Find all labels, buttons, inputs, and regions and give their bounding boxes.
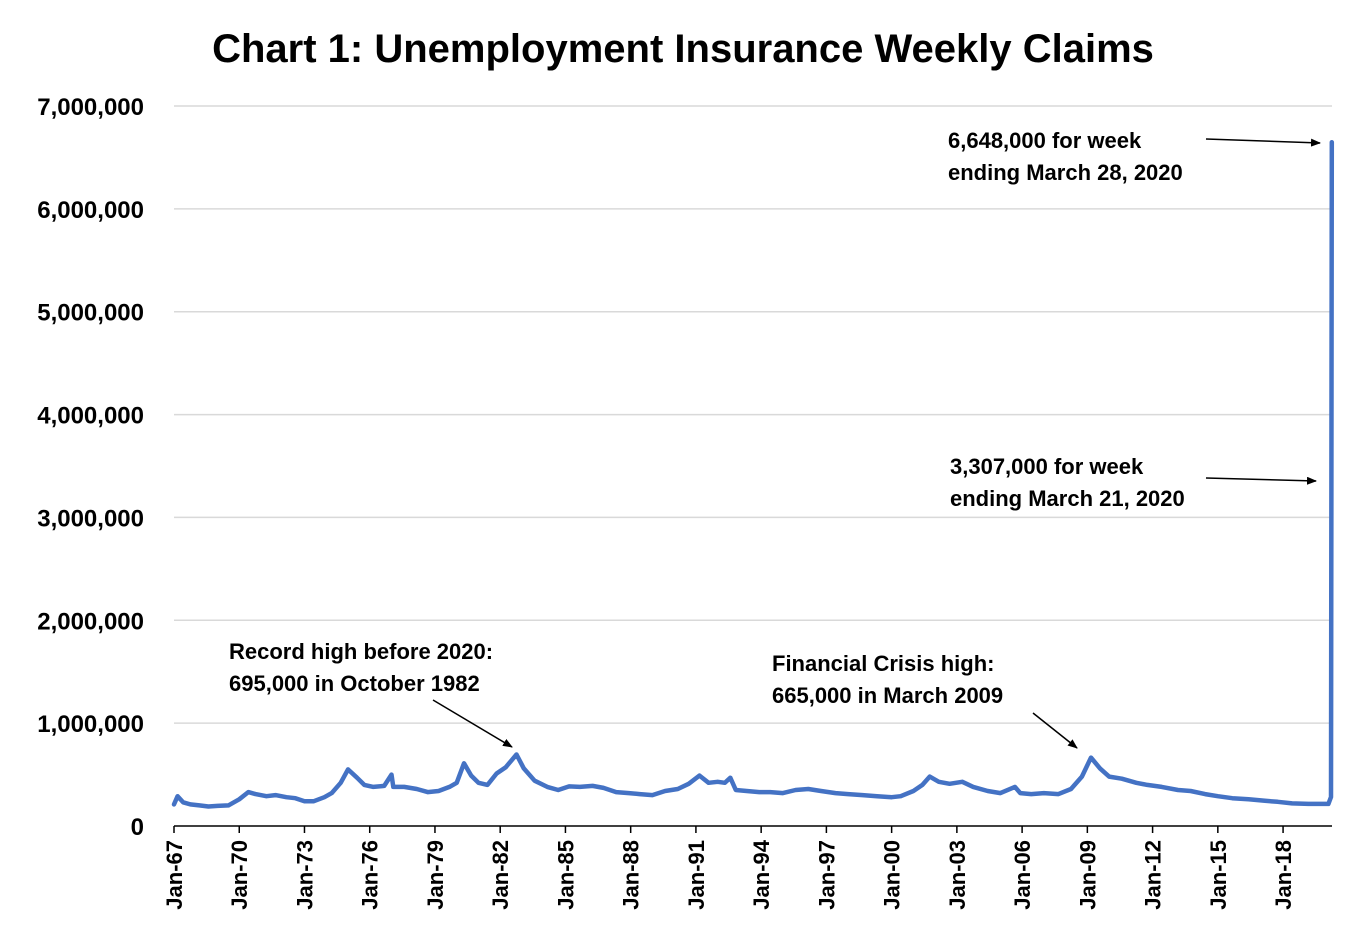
- y-tick-label: 0: [131, 814, 144, 841]
- annotation-text: ending March 21, 2020: [950, 486, 1185, 511]
- y-tick-label: 3,000,000: [37, 505, 144, 532]
- annotation-text: 6,648,000 for week: [948, 128, 1142, 153]
- annotation-text: 695,000 in October 1982: [229, 671, 480, 696]
- x-tick-label: Jan-03: [945, 840, 970, 910]
- annotation-text: Record high before 2020:: [229, 639, 493, 664]
- annotation: Record high before 2020: 695,000 in Octob…: [229, 639, 513, 748]
- x-tick-label: Jan-73: [292, 840, 317, 910]
- annotation-text: 3,307,000 for week: [950, 454, 1144, 479]
- annotation-arrow: [1032, 712, 1078, 749]
- annotation: 6,648,000 for week ending March 28, 2020: [948, 128, 1321, 185]
- y-tick-label: 1,000,000: [37, 711, 144, 738]
- x-tick-label: Jan-67: [162, 840, 187, 910]
- y-tick-label: 5,000,000: [37, 300, 144, 327]
- series-layer: [171, 139, 1335, 809]
- annotation-text: ending March 28, 2020: [948, 160, 1183, 185]
- chart-title: Chart 1: Unemployment Insurance Weekly C…: [212, 27, 1154, 71]
- x-tick-label: Jan-85: [553, 840, 578, 910]
- series-line-weekly-claims: [171, 139, 1335, 809]
- x-axis-ticks: Jan-67 Jan-70 Jan-73 Jan-76 Jan-79 Jan-82 Jan-…: [162, 826, 1296, 910]
- annotation-arrow: [432, 699, 513, 748]
- annotation-arrow: [1205, 476, 1317, 485]
- x-tick-label: Jan-12: [1141, 840, 1166, 910]
- y-tick-label: 7,000,000: [37, 94, 144, 121]
- x-tick-label: Jan-94: [749, 839, 774, 909]
- x-tick-label: Jan-70: [227, 840, 252, 910]
- x-tick-label: Jan-88: [619, 840, 644, 910]
- gridlines: [174, 105, 1332, 827]
- annotation: Financial Crisis high: 665,000 in March 2…: [772, 651, 1078, 749]
- x-tick-label: Jan-18: [1271, 840, 1296, 910]
- x-tick-label: Jan-00: [880, 840, 905, 910]
- y-tick-label: 6,000,000: [37, 197, 144, 224]
- x-tick-label: Jan-06: [1010, 840, 1035, 910]
- y-axis-ticks: 0 1,000,000 2,000,000 3,000,000 4,000,000 5,0…: [37, 94, 144, 841]
- x-tick-label: Jan-09: [1075, 840, 1100, 910]
- y-tick-label: 2,000,000: [37, 608, 144, 635]
- x-tick-label: Jan-15: [1206, 840, 1231, 910]
- x-tick-label: Jan-76: [358, 840, 383, 910]
- x-tick-label: Jan-97: [814, 840, 839, 910]
- y-tick-label: 4,000,000: [37, 403, 144, 430]
- annotation-text: Financial Crisis high:: [772, 651, 994, 676]
- annotation: 3,307,000 for week ending March 21, 2020: [950, 454, 1317, 511]
- x-tick-label: Jan-79: [423, 840, 448, 910]
- annotation-arrow: [1205, 138, 1321, 147]
- x-tick-label: Jan-91: [684, 840, 709, 910]
- annotation-text: 665,000 in March 2009: [772, 683, 1003, 708]
- x-tick-label: Jan-82: [488, 840, 513, 910]
- annotations: 6,648,000 for week ending March 28, 2020 3…: [229, 128, 1321, 749]
